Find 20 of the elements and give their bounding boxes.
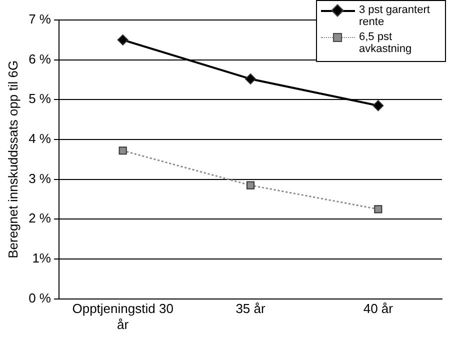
y-tick-label: 4 % [28,131,52,146]
point [245,73,256,84]
point [117,34,128,46]
x-tick-label: 35 år [236,301,266,316]
legend-label: 6,5 pst avkastning [359,31,413,55]
y-tick-label: 7 % [28,12,52,27]
y-axis-title: Beregnet innskuddssats opp til 6G [5,60,20,258]
y-tick-label: 5 % [28,91,52,106]
y-tick-label: 1% [32,250,52,266]
point [246,181,255,190]
y-tick-label: 0 % [28,290,52,306]
y-tick-label: 2 % [28,210,52,226]
point [374,205,382,214]
point [372,100,384,112]
x-tick-label: 40 år [363,301,394,316]
legend-label: 3 pst garantert rente [359,4,431,28]
x-tick-label: Opptjeningstid 30 år [72,301,174,332]
y-tick-label: 6 % [28,51,52,66]
y-tick-label: 3 % [28,170,52,186]
point [118,146,127,155]
